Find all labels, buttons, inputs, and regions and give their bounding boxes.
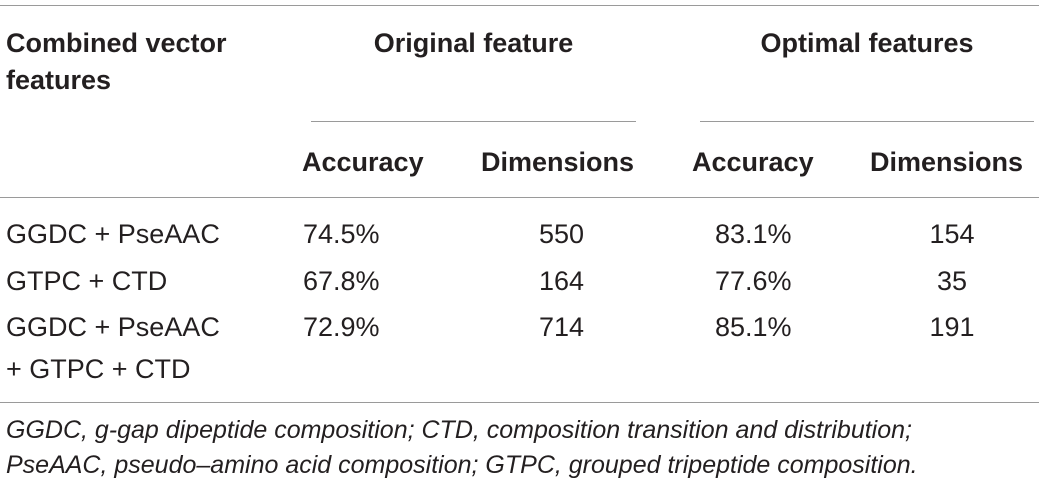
optimal-accuracy-cell: 83.1% xyxy=(715,219,792,249)
top-rule xyxy=(0,5,1039,6)
footnote-line2: PseAAC, pseudo–amino acid composition; G… xyxy=(6,451,918,479)
group-header-optimal: Optimal features xyxy=(760,28,974,58)
table-footnote: GGDC, g-gap dipeptide composition; CTD, … xyxy=(6,413,918,483)
subheader-original-dimensions: Dimensions xyxy=(481,147,635,177)
original-accuracy-cell: 67.8% xyxy=(303,266,380,296)
original-accuracy-cell: 74.5% xyxy=(303,219,380,249)
optimal-dimensions-cell: 191 xyxy=(929,312,975,342)
original-group-underline xyxy=(311,121,636,122)
original-dimensions-cell: 550 xyxy=(538,219,585,249)
original-accuracy-cell: 72.9% xyxy=(303,312,380,342)
column-header-combined-features-line1: Combined vector xyxy=(6,28,227,58)
optimal-dimensions-cell: 154 xyxy=(929,219,975,249)
subheader-original-accuracy: Accuracy xyxy=(302,147,424,177)
optimal-accuracy-cell: 85.1% xyxy=(715,312,792,342)
row-label: GGDC + PseAAC xyxy=(6,219,220,249)
row-label-line2: + GTPC + CTD xyxy=(6,354,191,384)
subheader-optimal-dimensions: Dimensions xyxy=(870,147,1024,177)
footnote-line1: GGDC, g-gap dipeptide composition; CTD, … xyxy=(6,416,912,444)
optimal-accuracy-cell: 77.6% xyxy=(715,266,792,296)
original-dimensions-cell: 164 xyxy=(538,266,585,296)
column-header-combined-features-line2: features xyxy=(6,65,112,95)
row-label: GTPC + CTD xyxy=(6,266,168,296)
subheader-optimal-accuracy: Accuracy xyxy=(692,147,814,177)
optimal-dimensions-cell: 35 xyxy=(936,266,968,296)
row-label-line1: GGDC + PseAAC xyxy=(6,312,220,342)
original-dimensions-cell: 714 xyxy=(538,312,585,342)
group-header-original: Original feature xyxy=(373,28,574,58)
header-bottom-rule xyxy=(0,197,1039,198)
table-bottom-rule xyxy=(0,402,1039,403)
optimal-group-underline xyxy=(700,121,1034,122)
